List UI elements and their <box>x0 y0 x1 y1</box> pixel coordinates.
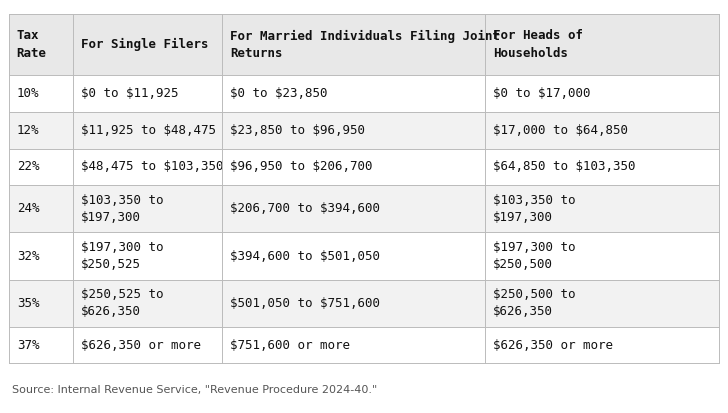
Text: 10%: 10% <box>17 87 39 100</box>
Text: Source: Internal Revenue Service, "Revenue Procedure 2024-40.": Source: Internal Revenue Service, "Reven… <box>12 385 378 395</box>
Text: 37%: 37% <box>17 339 39 351</box>
Bar <box>9 327 73 363</box>
Text: \$626,350 or more: \$626,350 or more <box>493 339 613 351</box>
Text: For Married Individuals Filing Joint
Returns: For Married Individuals Filing Joint Ret… <box>230 29 500 60</box>
Text: For Single Filers: For Single Filers <box>81 38 208 51</box>
Bar <box>73 185 222 233</box>
Bar <box>485 14 719 75</box>
Text: 32%: 32% <box>17 249 39 263</box>
Bar <box>222 75 485 112</box>
Text: \$197,300 to
\$250,525: \$197,300 to \$250,525 <box>81 241 163 271</box>
Bar <box>222 233 485 280</box>
Bar <box>73 75 222 112</box>
Bar <box>73 327 222 363</box>
Bar <box>222 112 485 149</box>
Text: Tax
Rate: Tax Rate <box>17 29 47 60</box>
Text: \$0 to \$17,000: \$0 to \$17,000 <box>493 87 590 100</box>
Text: \$103,350 to
\$197,300: \$103,350 to \$197,300 <box>81 194 163 224</box>
Text: \$48,475 to \$103,350: \$48,475 to \$103,350 <box>81 161 223 173</box>
Bar <box>9 112 73 149</box>
Bar <box>9 233 73 280</box>
Text: \$751,600 or more: \$751,600 or more <box>230 339 350 351</box>
Text: 22%: 22% <box>17 161 39 173</box>
Text: \$0 to \$11,925: \$0 to \$11,925 <box>81 87 178 100</box>
Text: \$250,500 to
\$626,350: \$250,500 to \$626,350 <box>493 288 575 318</box>
Text: 24%: 24% <box>17 202 39 216</box>
Text: \$501,050 to \$751,600: \$501,050 to \$751,600 <box>230 297 380 310</box>
Bar <box>485 112 719 149</box>
Text: \$626,350 or more: \$626,350 or more <box>81 339 201 351</box>
Bar <box>485 233 719 280</box>
Bar <box>9 75 73 112</box>
Bar <box>485 185 719 233</box>
Text: \$23,850 to \$96,950: \$23,850 to \$96,950 <box>230 123 365 137</box>
Text: \$206,700 to \$394,600: \$206,700 to \$394,600 <box>230 202 380 216</box>
Text: \$103,350 to
\$197,300: \$103,350 to \$197,300 <box>493 194 575 224</box>
Bar <box>9 149 73 185</box>
Bar <box>73 280 222 327</box>
Bar <box>222 14 485 75</box>
Bar <box>222 280 485 327</box>
Bar <box>222 149 485 185</box>
Text: \$17,000 to \$64,850: \$17,000 to \$64,850 <box>493 123 628 137</box>
Bar <box>73 14 222 75</box>
Text: \$250,525 to
\$626,350: \$250,525 to \$626,350 <box>81 288 163 318</box>
Text: \$11,925 to \$48,475: \$11,925 to \$48,475 <box>81 123 215 137</box>
Bar <box>485 75 719 112</box>
Bar <box>485 327 719 363</box>
Bar <box>222 185 485 233</box>
Text: \$64,850 to \$103,350: \$64,850 to \$103,350 <box>493 161 636 173</box>
Bar <box>9 185 73 233</box>
Bar <box>222 327 485 363</box>
Text: For Heads of
Households: For Heads of Households <box>493 29 583 60</box>
Bar <box>485 149 719 185</box>
Text: \$96,950 to \$206,700: \$96,950 to \$206,700 <box>230 161 373 173</box>
Bar <box>9 14 73 75</box>
Bar <box>73 233 222 280</box>
Bar <box>485 280 719 327</box>
Text: \$197,300 to
\$250,500: \$197,300 to \$250,500 <box>493 241 575 271</box>
Text: 35%: 35% <box>17 297 39 310</box>
Bar <box>9 280 73 327</box>
Bar <box>73 112 222 149</box>
Bar <box>73 149 222 185</box>
Text: \$0 to \$23,850: \$0 to \$23,850 <box>230 87 328 100</box>
Text: 12%: 12% <box>17 123 39 137</box>
Text: \$394,600 to \$501,050: \$394,600 to \$501,050 <box>230 249 380 263</box>
